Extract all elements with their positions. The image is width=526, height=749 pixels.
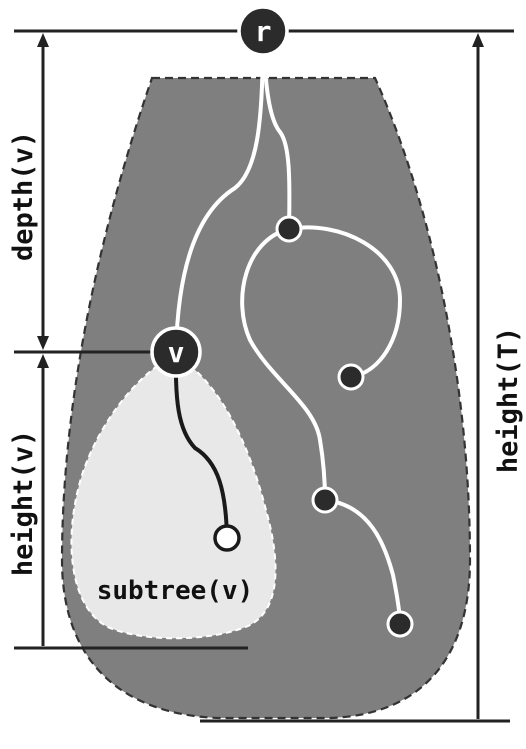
edge-a-to-b (287, 225, 403, 379)
height-v-arrow-top (37, 354, 49, 368)
edge-root-to-v (174, 30, 265, 354)
node-b (337, 363, 365, 391)
node-d (386, 610, 414, 638)
height-v-label: height(v) (8, 430, 39, 576)
depth-arrow-bottom (37, 336, 49, 350)
nodes: r v (150, 5, 414, 638)
node-e (213, 524, 241, 552)
node-c (311, 486, 339, 514)
arrowheads (37, 33, 484, 368)
root-node-label: r (255, 15, 272, 48)
height-t-label: height(T) (493, 327, 524, 473)
subtree-region (70, 353, 277, 640)
depth-label: depth(v) (8, 131, 39, 261)
root-node (237, 5, 289, 57)
edge-v-to-e (173, 350, 229, 540)
height-t-arrow-top (472, 33, 484, 47)
vertex-v-label: v (168, 336, 185, 369)
node-a (275, 215, 303, 243)
edge-root-to-a (261, 30, 292, 231)
measure-lines (14, 29, 514, 723)
depth-arrow-top (37, 33, 49, 47)
subtree-label: subtree(v) (97, 576, 254, 606)
edge-a-to-c (240, 227, 327, 502)
vertex-v-node (150, 326, 202, 378)
